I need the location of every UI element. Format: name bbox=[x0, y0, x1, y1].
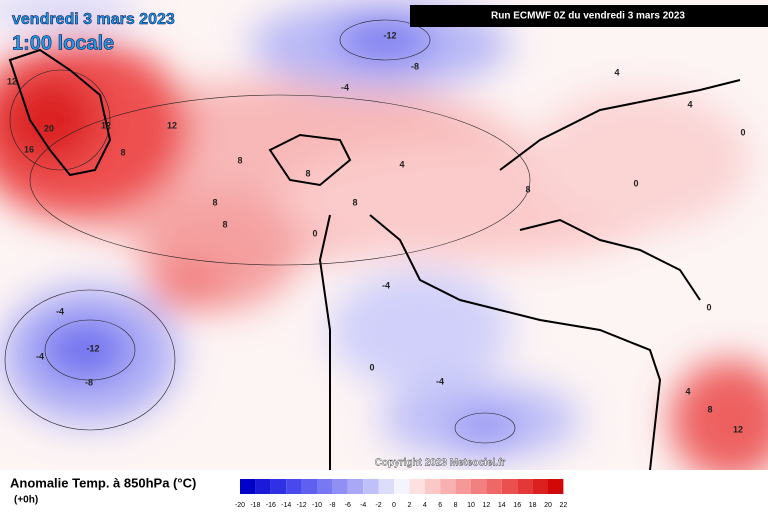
scale-box bbox=[286, 479, 302, 494]
scale-label: -14 bbox=[281, 502, 291, 509]
scale-label: 20 bbox=[544, 502, 552, 509]
contour-label: 0 bbox=[369, 362, 374, 372]
contour-label: 8 bbox=[222, 219, 227, 229]
contour-label: -12 bbox=[86, 343, 99, 353]
scale-box bbox=[270, 479, 287, 494]
scale-label: 16 bbox=[513, 502, 521, 509]
run-info: Run ECMWF 0Z du vendredi 3 mars 2023 bbox=[491, 11, 685, 22]
scale-box bbox=[363, 479, 379, 494]
contour-label: 4 bbox=[687, 99, 692, 109]
scale-box bbox=[517, 479, 533, 494]
date: vendredi 3 mars 2023 bbox=[12, 11, 175, 28]
scale-label: -18 bbox=[250, 502, 260, 509]
scale-label: -2 bbox=[375, 502, 381, 509]
scale-box bbox=[317, 479, 333, 494]
contour-label: -4 bbox=[382, 280, 390, 290]
contour-label: 12 bbox=[101, 120, 111, 130]
contour-label: 8 bbox=[352, 197, 357, 207]
scale-box bbox=[301, 479, 317, 494]
field-title: Anomalie Temp. à 850hPa (°C) bbox=[10, 475, 196, 490]
contour-label: -12 bbox=[383, 30, 396, 40]
contour-label: -8 bbox=[411, 61, 419, 71]
contour-label: 0 bbox=[740, 127, 745, 137]
scale-box bbox=[440, 479, 456, 494]
scale-label: -8 bbox=[329, 502, 335, 509]
coastlines bbox=[8, 48, 741, 470]
contour-label: -4 bbox=[341, 82, 349, 92]
contour-label: 0 bbox=[312, 228, 317, 238]
contour-label: -4 bbox=[36, 351, 44, 361]
color-scale: -20 -18 -16 -14 -12 -10 -8 -6 -4 -2 0 2 4 6 8 10 12 14 16 1… bbox=[235, 479, 567, 509]
scale-box bbox=[455, 479, 471, 494]
scale-box bbox=[394, 479, 410, 494]
contour-label: 0 bbox=[706, 302, 711, 312]
scale-box bbox=[240, 479, 256, 494]
contour-label: 8 bbox=[212, 197, 217, 207]
scale-label: -12 bbox=[297, 502, 307, 509]
contour-label: 0 bbox=[633, 178, 638, 188]
copyright: Copyright 2023 Meteociel.fr bbox=[375, 458, 506, 469]
scale-box bbox=[548, 479, 564, 494]
contour-label: 8 bbox=[237, 155, 242, 165]
scale-label: 4 bbox=[423, 502, 427, 509]
contour-label: 12 bbox=[167, 120, 177, 130]
contour-label: 8 bbox=[525, 184, 530, 194]
time: 1:00 locale bbox=[12, 32, 114, 54]
scale-label: 2 bbox=[407, 502, 411, 509]
scale-box bbox=[347, 479, 364, 494]
contour-label: -8 bbox=[85, 377, 93, 387]
scale-box bbox=[332, 479, 348, 494]
scale-label: 18 bbox=[529, 502, 537, 509]
contour-label: 12 bbox=[7, 76, 17, 86]
scale-label: 6 bbox=[438, 502, 442, 509]
scale-label: 12 bbox=[483, 502, 491, 509]
scale-label: -16 bbox=[266, 502, 276, 509]
scale-box bbox=[501, 479, 518, 494]
scale-box bbox=[471, 479, 487, 494]
anomaly-field: -12 -8 -4 12 20 16 12 12 8 8 4 8 8 8 8 0 -4 -12 -8 -4 4 4 8 0 0 -… bbox=[0, 0, 768, 470]
scale-label: -4 bbox=[360, 502, 366, 509]
scale-label: 0 bbox=[392, 502, 396, 509]
scale-label: 22 bbox=[560, 502, 568, 509]
scale-label: -6 bbox=[345, 502, 351, 509]
scale-label: 8 bbox=[454, 502, 458, 509]
contour-label: 12 bbox=[733, 424, 743, 434]
scale-box bbox=[424, 479, 441, 494]
contour-label: 16 bbox=[24, 144, 34, 154]
forecast-step: (+0h) bbox=[14, 495, 38, 506]
contour-label: -4 bbox=[56, 306, 64, 316]
contour-label: 4 bbox=[399, 159, 404, 169]
scale-box bbox=[378, 479, 394, 494]
contour-label: 4 bbox=[614, 67, 619, 77]
contour-label: 8 bbox=[120, 147, 125, 157]
contour-label: -4 bbox=[436, 376, 444, 386]
scale-label: 10 bbox=[467, 502, 475, 509]
scale-label: -10 bbox=[312, 502, 322, 509]
contours bbox=[4, 19, 531, 444]
contour-label: 8 bbox=[305, 168, 310, 178]
run-banner bbox=[410, 5, 768, 27]
scale-label: -20 bbox=[235, 502, 245, 509]
contour-label: 20 bbox=[44, 123, 54, 133]
scale-box bbox=[255, 479, 271, 494]
contour-label: 8 bbox=[707, 404, 712, 414]
scale-box bbox=[409, 479, 425, 494]
contour-label: 4 bbox=[685, 386, 690, 396]
scale-label: 14 bbox=[498, 502, 506, 509]
scale-box bbox=[532, 479, 548, 494]
scale-box bbox=[486, 479, 502, 494]
